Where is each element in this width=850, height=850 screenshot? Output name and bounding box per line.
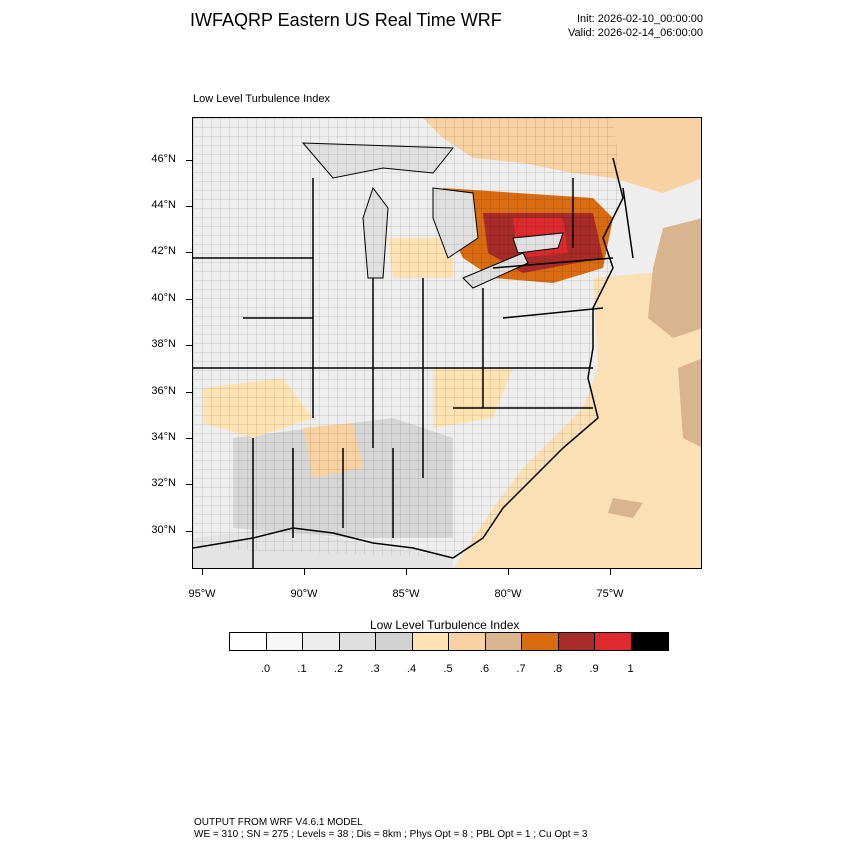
footer-config: WE = 310 ; SN = 275 ; Levels = 38 ; Dis …	[194, 829, 588, 840]
lat-label: 46°N	[151, 153, 176, 165]
ocean-tan-blob-1	[648, 218, 701, 338]
lon-label: 80°W	[494, 588, 522, 600]
footer-model: OUTPUT FROM WRF V4.6.1 MODEL	[194, 817, 363, 828]
colorbar-box	[376, 633, 413, 650]
lat-tick	[186, 299, 192, 300]
valid-time: Valid: 2026-02-14_06:00:00	[568, 27, 703, 39]
ocean-tan-blob-3	[608, 498, 643, 518]
ocean-tan-blob-2	[678, 358, 701, 447]
lat-label: 36°N	[151, 385, 176, 397]
colorbar-label: .6	[479, 663, 490, 675]
colorbar	[229, 632, 669, 651]
colorbar-box	[449, 633, 486, 650]
colorbar-box	[595, 633, 632, 650]
chart-title: IWFAQRP Eastern US Real Time WRF	[190, 10, 502, 30]
colorbar-label: .0	[260, 663, 271, 675]
lon-label: 85°W	[392, 588, 420, 600]
colorbar-title: Low Level Turbulence Index	[370, 618, 520, 632]
colorbar-box	[230, 633, 267, 650]
lon-tick	[202, 569, 203, 575]
map-subtitle: Low Level Turbulence Index	[193, 93, 330, 105]
colorbar-box	[522, 633, 559, 650]
lat-tick	[186, 392, 192, 393]
lat-label: 32°N	[151, 477, 176, 489]
lat-label: 30°N	[151, 524, 176, 536]
lat-tick	[186, 531, 192, 532]
colorbar-label: .7	[516, 663, 526, 675]
lon-label: 75°W	[596, 588, 624, 600]
colorbar-label: .3	[370, 663, 380, 675]
lon-tick	[610, 569, 611, 575]
lat-tick	[186, 252, 192, 253]
colorbar-label: .5	[443, 663, 453, 675]
lon-tick	[406, 569, 407, 575]
lat-tick	[186, 484, 192, 485]
colorbar-label: 1	[627, 663, 634, 675]
colorbar-label: .8	[552, 663, 563, 675]
lon-label: 90°W	[290, 588, 318, 600]
lat-tick	[186, 345, 192, 346]
lat-label: 40°N	[151, 292, 176, 304]
lat-label: 42°N	[151, 245, 176, 257]
colorbar-box	[558, 633, 595, 650]
lat-tick	[186, 160, 192, 161]
colorbar-box	[266, 633, 303, 650]
colorbar-label: .9	[589, 663, 599, 675]
lat-tick	[186, 438, 192, 439]
lat-label: 44°N	[151, 199, 176, 211]
map-panel	[192, 117, 702, 569]
state-line-16	[622, 187, 634, 259]
colorbar-label: .4	[406, 663, 417, 675]
colorbar-box	[339, 633, 376, 650]
colorbar-box	[631, 633, 668, 650]
lon-tick	[508, 569, 509, 575]
lon-tick	[304, 569, 305, 575]
lon-label: 95°W	[188, 588, 216, 600]
colorbar-box	[303, 633, 340, 650]
colorbar-box	[485, 633, 522, 650]
county-lines	[193, 118, 623, 558]
lat-label: 34°N	[151, 431, 176, 443]
init-time: Init: 2026-02-10_00:00:00	[577, 13, 703, 25]
lat-tick	[186, 206, 192, 207]
turbulence-map	[193, 118, 701, 568]
lat-label: 38°N	[151, 338, 176, 350]
colorbar-box	[412, 633, 449, 650]
colorbar-label: .1	[297, 663, 307, 675]
colorbar-label: .2	[333, 663, 344, 675]
